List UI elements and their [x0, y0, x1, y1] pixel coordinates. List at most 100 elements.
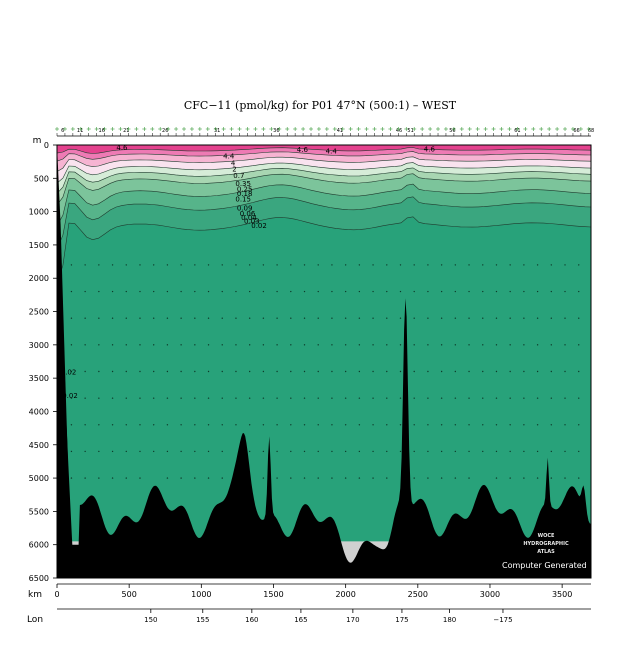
sample-dot	[413, 290, 415, 293]
sample-dot	[139, 424, 141, 426]
sample-dot	[427, 344, 429, 346]
sample-dot	[70, 264, 73, 266]
sample-dot	[495, 370, 498, 373]
lon-axis-unit: Lon	[27, 615, 43, 625]
sample-dot	[427, 424, 429, 426]
contour-line-0	[56, 147, 592, 154]
sample-dot	[386, 344, 388, 346]
contour-label: 4	[231, 159, 236, 167]
sample-dot	[248, 370, 251, 373]
y-tick-label: 1000	[29, 208, 49, 217]
contour-label: 0.15	[235, 195, 251, 203]
sample-dot	[70, 317, 73, 319]
sample-dot	[578, 370, 580, 373]
sample-dot	[399, 317, 402, 319]
sample-dot	[413, 477, 415, 479]
band-0	[57, 145, 591, 154]
y-tick-label: 3000	[29, 341, 49, 350]
sample-dot	[440, 424, 443, 426]
contour-line-6	[56, 183, 592, 226]
sample-dot	[482, 264, 484, 266]
y-tick-label: 2000	[29, 274, 49, 283]
sample-dot	[166, 397, 169, 399]
sample-dot	[180, 424, 182, 426]
station-label: 41	[337, 128, 343, 134]
sample-dot	[578, 264, 580, 266]
sample-dot	[468, 397, 470, 399]
sample-dot	[317, 317, 319, 319]
sample-dot	[221, 424, 223, 426]
sample-dot	[317, 344, 319, 346]
contour-label: 0.7	[233, 172, 244, 180]
sample-dot	[70, 477, 73, 479]
sample-dot	[276, 317, 278, 319]
sample-dot	[468, 264, 470, 266]
sample-dot	[290, 370, 292, 373]
sample-dot	[111, 424, 114, 426]
contour-line-5	[56, 173, 592, 206]
sample-dot	[276, 424, 278, 426]
sample-dot	[248, 264, 251, 266]
sample-dot	[358, 397, 361, 399]
sample-dot	[509, 397, 511, 399]
sample-dot	[262, 264, 265, 266]
sample-dot	[386, 264, 388, 266]
sample-dot	[303, 450, 306, 453]
sample-dot	[427, 397, 429, 399]
sample-dot	[276, 450, 278, 453]
sample-dot	[564, 424, 566, 426]
sample-dot	[262, 397, 265, 399]
sample-dot	[235, 290, 237, 293]
sample-dot	[152, 264, 155, 266]
sample-dot	[235, 264, 237, 266]
station-label: 16	[99, 128, 105, 134]
sample-dot	[139, 344, 141, 346]
sample-dot	[344, 344, 347, 346]
station-label: 66	[573, 128, 579, 134]
sample-dot	[166, 450, 169, 453]
sample-dot	[139, 477, 141, 479]
sample-dot	[536, 317, 539, 319]
station-label: 21	[123, 128, 129, 134]
sample-dot	[166, 264, 169, 266]
sample-dot	[386, 290, 388, 293]
contour-line-4	[56, 167, 592, 194]
sample-dot	[440, 450, 443, 453]
sample-dot	[440, 290, 443, 293]
sample-dot	[180, 450, 182, 453]
sample-dot	[111, 344, 114, 346]
sample-dot	[207, 424, 210, 426]
sample-dot	[207, 370, 210, 373]
sample-dot	[523, 424, 525, 426]
sample-dot	[125, 477, 127, 479]
contour-label: 0.02	[61, 368, 77, 376]
sample-dot	[276, 344, 278, 346]
lon-tick-label: 175	[395, 616, 408, 624]
sample-dot	[399, 264, 402, 266]
sample-dot	[70, 290, 73, 293]
sample-dot	[248, 317, 251, 319]
sample-dot	[139, 317, 141, 319]
sample-dot	[317, 450, 319, 453]
station-label: 11	[77, 128, 83, 134]
sample-dot	[194, 264, 196, 266]
sample-dot	[386, 450, 388, 453]
contour-label: 4.4	[223, 153, 235, 161]
sample-dot	[578, 397, 580, 399]
sample-dot	[194, 317, 196, 319]
sample-dot	[125, 290, 127, 293]
sample-dot	[180, 397, 182, 399]
station-label: 46	[396, 128, 402, 134]
sample-dot	[180, 317, 182, 319]
sample-dot	[152, 370, 155, 373]
sample-dot	[152, 397, 155, 399]
sample-dot	[84, 344, 86, 346]
sample-dot	[358, 290, 361, 293]
sample-dot	[166, 317, 169, 319]
sample-dot	[303, 397, 306, 399]
sample-dot	[207, 317, 210, 319]
sample-dot	[98, 344, 100, 346]
sample-dot	[84, 450, 86, 453]
contour-label: 4.4	[326, 147, 338, 155]
sample-dot	[84, 264, 86, 266]
